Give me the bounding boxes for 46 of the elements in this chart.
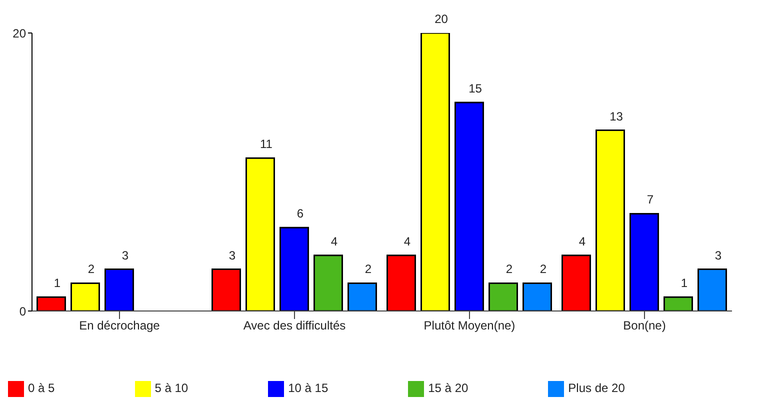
- legend-label: Plus de 20: [568, 381, 625, 396]
- data-label: 1: [680, 276, 688, 290]
- bar: [212, 268, 241, 311]
- bar: [386, 254, 416, 311]
- data-label: 3: [228, 248, 236, 262]
- data-label: 2: [88, 262, 95, 276]
- data-label: 6: [296, 206, 304, 221]
- legend-label: 15 à 20: [428, 381, 468, 396]
- bar: [104, 268, 134, 311]
- bar: [70, 282, 100, 311]
- data-label: 3: [714, 248, 722, 262]
- bar: [280, 226, 309, 311]
- bar: [630, 212, 659, 311]
- x-tick-label: Avec des difficultés: [243, 318, 346, 333]
- data-label: 11: [260, 137, 273, 152]
- bar: [36, 296, 66, 311]
- data-label: 20: [434, 12, 448, 26]
- bar: [454, 102, 484, 311]
- data-label: 15: [468, 82, 482, 96]
- legend-label: 5 à 10: [154, 381, 188, 396]
- legend-label: 0 à 5: [28, 381, 55, 396]
- data-label: 2: [506, 262, 513, 276]
- x-tick-label: Bon(ne): [623, 318, 666, 333]
- legend-label: 10 à 15: [288, 381, 328, 396]
- data-label: 3: [122, 248, 129, 262]
- bar: [314, 254, 343, 311]
- data-label: 2: [540, 262, 547, 276]
- bar: [420, 33, 450, 311]
- bar: [562, 254, 591, 311]
- data-label: 7: [646, 192, 654, 207]
- bar: [596, 130, 625, 311]
- bar: [488, 282, 518, 311]
- bar: [348, 282, 377, 311]
- data-label: 1: [54, 276, 61, 290]
- bar: [664, 296, 693, 311]
- data-label: 4: [330, 234, 338, 248]
- data-label: 2: [364, 262, 372, 276]
- x-tick-label: En décrochage: [79, 318, 160, 333]
- bar: [698, 268, 727, 311]
- data-label: 4: [404, 234, 411, 248]
- data-label: 13: [610, 109, 624, 124]
- y-tick-label: 0: [19, 304, 26, 318]
- bar: [246, 157, 275, 311]
- bar: [522, 282, 552, 311]
- data-label: 4: [578, 234, 586, 248]
- x-tick-label: Plutôt Moyen(ne): [424, 318, 516, 333]
